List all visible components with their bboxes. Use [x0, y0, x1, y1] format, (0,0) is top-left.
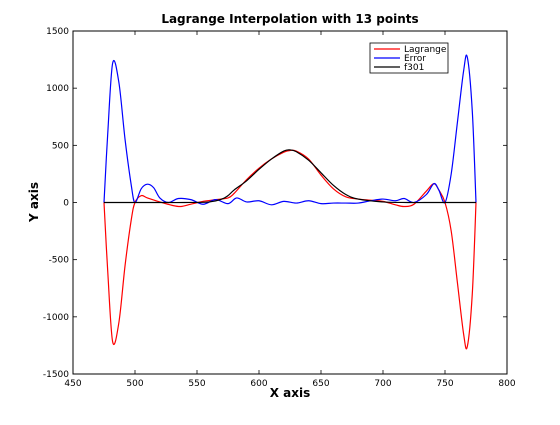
series-layer: [103, 54, 477, 350]
x-tick-label: 600: [250, 379, 267, 389]
y-tick-label: 1000: [46, 84, 69, 94]
x-tick-label: 700: [374, 379, 391, 389]
series-line-f301: [104, 149, 476, 204]
legend-label-f301: f301: [404, 63, 424, 73]
tick-layer: 450 500 550 600 650 700 750 800 -1500 -1000 -500 0 5…: [43, 27, 516, 389]
x-tick-label: 750: [436, 379, 453, 389]
legend-label-lagrange: Lagrange: [404, 45, 447, 55]
x-tick-label: 500: [126, 379, 143, 389]
x-tick-label: 800: [498, 379, 515, 389]
y-axis-label: Y axis: [27, 182, 41, 223]
x-tick-label: 650: [312, 379, 329, 389]
y-tick-label: -500: [49, 256, 70, 266]
y-tick-label: 1500: [46, 27, 69, 37]
legend-label-error: Error: [404, 54, 426, 64]
x-axis-label: X axis: [270, 386, 311, 400]
x-tick-label: 550: [188, 379, 205, 389]
chart-title: Lagrange Interpolation with 13 points: [161, 12, 418, 26]
series-line-error: [103, 54, 477, 206]
y-tick-label: 500: [52, 141, 69, 151]
y-tick-label: -1500: [43, 370, 69, 380]
y-tick-label: 0: [63, 199, 69, 209]
x-tick-label: 450: [64, 379, 81, 389]
y-tick-label: -1000: [43, 313, 69, 323]
